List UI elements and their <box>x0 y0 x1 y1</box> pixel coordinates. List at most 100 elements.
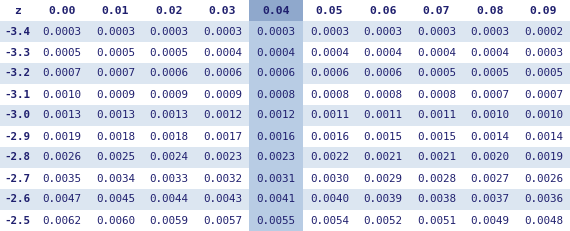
Text: 0.0018: 0.0018 <box>96 131 135 142</box>
Text: 0.0003: 0.0003 <box>363 27 402 36</box>
Text: 0.0059: 0.0059 <box>149 216 189 225</box>
Text: 0.0031: 0.0031 <box>256 173 295 183</box>
Bar <box>463 0 516 21</box>
Bar <box>89 63 142 84</box>
Text: 0.0012: 0.0012 <box>256 110 295 121</box>
Text: 0.0007: 0.0007 <box>43 69 82 79</box>
Text: 0.07: 0.07 <box>422 6 450 15</box>
Bar <box>516 84 570 105</box>
Text: 0.0013: 0.0013 <box>96 110 135 121</box>
Bar <box>0 126 35 147</box>
Bar <box>0 105 35 126</box>
Bar <box>142 105 196 126</box>
Text: 0.0025: 0.0025 <box>96 152 135 162</box>
Bar <box>89 0 142 21</box>
Text: 0.0016: 0.0016 <box>256 131 295 142</box>
Text: 0.0003: 0.0003 <box>43 27 82 36</box>
Text: 0.0012: 0.0012 <box>203 110 242 121</box>
Text: 0.0004: 0.0004 <box>417 48 456 58</box>
Text: 0.0057: 0.0057 <box>203 216 242 225</box>
Bar <box>356 168 410 189</box>
Bar <box>142 168 196 189</box>
Text: 0.0026: 0.0026 <box>43 152 82 162</box>
Text: 0.0003: 0.0003 <box>203 27 242 36</box>
Bar <box>516 0 570 21</box>
Text: 0.0003: 0.0003 <box>524 48 563 58</box>
Bar <box>196 147 249 168</box>
Text: 0.0008: 0.0008 <box>310 89 349 100</box>
Bar <box>142 210 196 231</box>
Bar <box>463 126 516 147</box>
Text: 0.0008: 0.0008 <box>417 89 456 100</box>
Bar <box>196 105 249 126</box>
Text: 0.0010: 0.0010 <box>524 110 563 121</box>
Bar <box>516 42 570 63</box>
Text: 0.0044: 0.0044 <box>149 195 189 204</box>
Text: 0.0018: 0.0018 <box>149 131 189 142</box>
Text: 0.0004: 0.0004 <box>256 48 295 58</box>
Bar <box>303 210 356 231</box>
Bar <box>142 84 196 105</box>
Bar <box>303 21 356 42</box>
Text: 0.0021: 0.0021 <box>363 152 402 162</box>
Bar <box>35 168 89 189</box>
Text: -3.4: -3.4 <box>5 27 31 36</box>
Text: 0.0062: 0.0062 <box>43 216 82 225</box>
Bar <box>89 189 142 210</box>
Text: 0.0003: 0.0003 <box>310 27 349 36</box>
Text: 0.0013: 0.0013 <box>149 110 189 121</box>
Bar <box>410 0 463 21</box>
Bar <box>0 63 35 84</box>
Bar <box>35 189 89 210</box>
Text: 0.0039: 0.0039 <box>363 195 402 204</box>
Text: 0.0019: 0.0019 <box>43 131 82 142</box>
Text: 0.0003: 0.0003 <box>470 27 509 36</box>
Text: 0.0048: 0.0048 <box>524 216 563 225</box>
Text: 0.0021: 0.0021 <box>417 152 456 162</box>
Text: 0.0004: 0.0004 <box>470 48 509 58</box>
Bar <box>89 147 142 168</box>
Bar <box>142 147 196 168</box>
Text: 0.0016: 0.0016 <box>310 131 349 142</box>
Bar <box>463 189 516 210</box>
Text: 0.0014: 0.0014 <box>524 131 563 142</box>
Text: 0.0004: 0.0004 <box>310 48 349 58</box>
Bar <box>356 105 410 126</box>
Bar <box>303 168 356 189</box>
Bar <box>0 189 35 210</box>
Text: 0.0017: 0.0017 <box>203 131 242 142</box>
Bar <box>356 42 410 63</box>
Bar <box>249 147 303 168</box>
Bar <box>35 42 89 63</box>
Text: 0.03: 0.03 <box>209 6 236 15</box>
Text: 0.0006: 0.0006 <box>149 69 189 79</box>
Bar <box>516 168 570 189</box>
Text: 0.06: 0.06 <box>369 6 397 15</box>
Bar <box>249 168 303 189</box>
Bar <box>516 210 570 231</box>
Bar <box>303 0 356 21</box>
Bar <box>35 63 89 84</box>
Bar <box>249 42 303 63</box>
Text: 0.0006: 0.0006 <box>203 69 242 79</box>
Bar <box>516 105 570 126</box>
Bar <box>142 126 196 147</box>
Bar <box>463 147 516 168</box>
Bar <box>356 84 410 105</box>
Text: 0.0024: 0.0024 <box>149 152 189 162</box>
Bar <box>463 84 516 105</box>
Text: 0.09: 0.09 <box>530 6 557 15</box>
Text: 0.0006: 0.0006 <box>363 69 402 79</box>
Text: 0.0005: 0.0005 <box>524 69 563 79</box>
Text: 0.0005: 0.0005 <box>149 48 189 58</box>
Bar <box>356 126 410 147</box>
Text: -2.8: -2.8 <box>5 152 31 162</box>
Text: 0.0009: 0.0009 <box>96 89 135 100</box>
Bar <box>89 210 142 231</box>
Text: 0.0005: 0.0005 <box>96 48 135 58</box>
Bar <box>0 168 35 189</box>
Bar <box>249 105 303 126</box>
Bar <box>249 21 303 42</box>
Bar <box>89 21 142 42</box>
Text: 0.00: 0.00 <box>48 6 76 15</box>
